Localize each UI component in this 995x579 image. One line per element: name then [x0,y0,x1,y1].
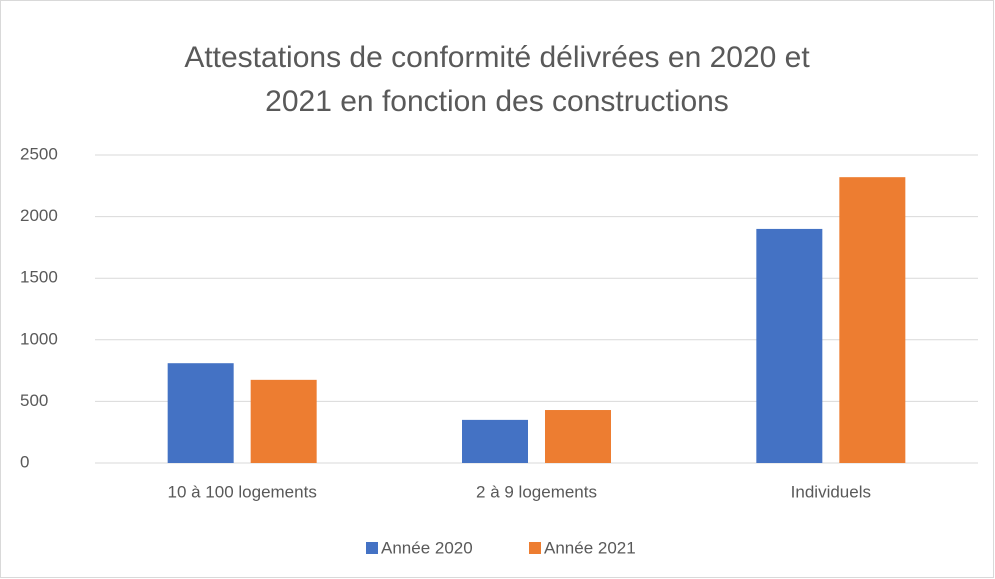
legend-swatch [366,542,378,554]
bar [462,419,528,463]
legend-label: Année 2021 [544,538,636,557]
x-tick-label: Individuels [791,482,871,501]
x-tick-label: 2 à 9 logements [476,482,597,501]
bar [839,177,906,463]
y-tick-label: 2500 [20,144,58,163]
y-tick-label: 500 [20,391,48,410]
y-tick-label: 1000 [20,329,58,348]
chart-title: Attestations de conformité délivrées en … [184,41,810,118]
legend-label: Année 2020 [381,538,473,557]
bar [250,379,317,463]
x-tick-label: 10 à 100 logements [167,482,316,501]
bar [545,410,611,463]
bar [167,363,234,463]
y-tick-label: 2000 [20,206,58,225]
legend-swatch [529,542,541,554]
y-tick-label: 1500 [20,268,58,287]
y-tick-label: 0 [20,452,29,471]
bar [756,228,823,463]
